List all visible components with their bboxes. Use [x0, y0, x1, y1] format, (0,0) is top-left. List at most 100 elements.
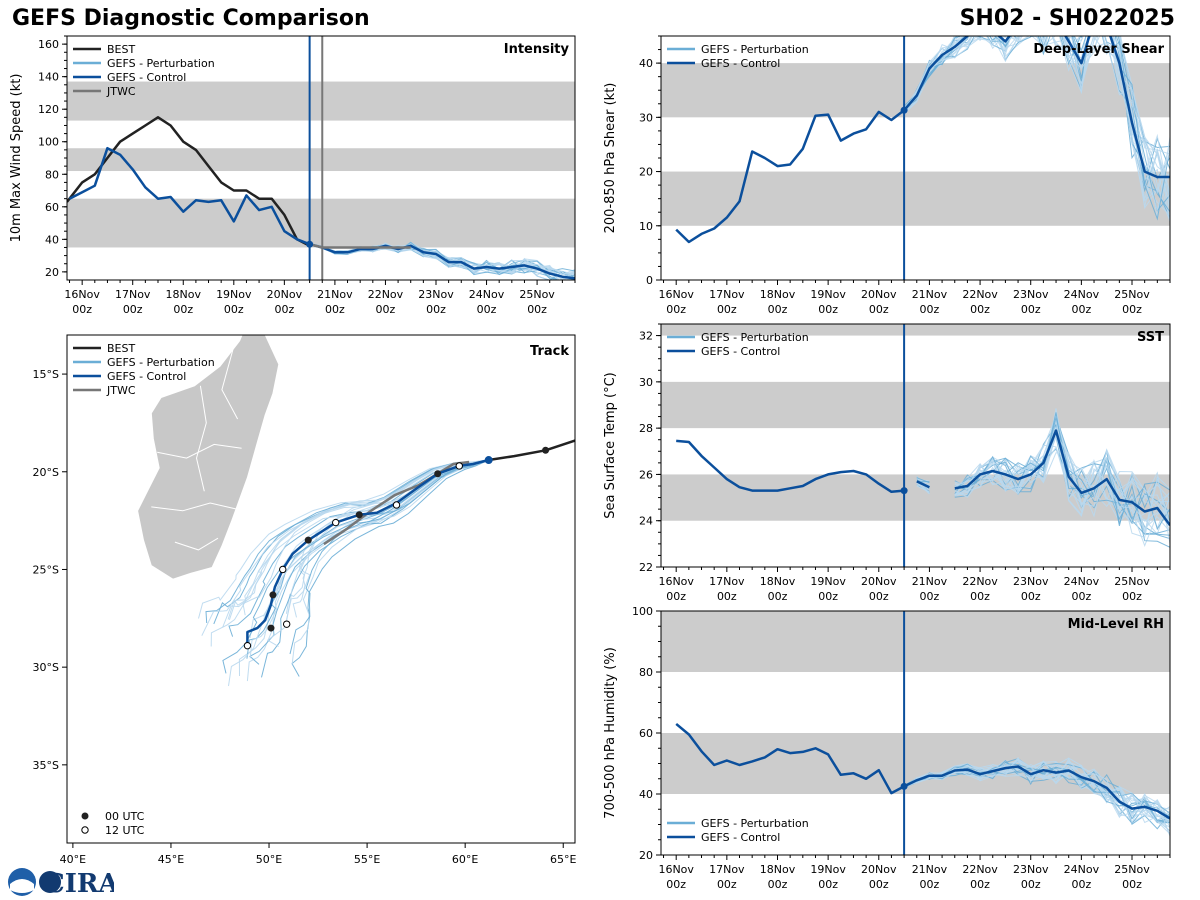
x-tick-label: 00z: [274, 303, 294, 316]
legend-label: GEFS - Perturbation: [701, 331, 809, 344]
x-tick-label: 19Nov: [810, 575, 846, 588]
x-tick-label: 16Nov: [658, 288, 694, 301]
x-tick-label: 19Nov: [810, 288, 846, 301]
perturbation-track: [222, 459, 489, 674]
utc12-marker: [455, 462, 463, 470]
x-tick-label: 50°E: [256, 853, 282, 866]
x-tick-label: 21Nov: [912, 863, 948, 876]
y-tick-label: 26: [639, 468, 653, 481]
utc12-marker: [332, 518, 340, 527]
y-axis-label: 700-500 hPa Humidity (%): [603, 647, 618, 819]
init-point-marker: [900, 487, 908, 495]
init-point-marker: [306, 240, 314, 248]
noaa-wave-icon: [10, 879, 34, 893]
perturbation-member-line: [916, 485, 930, 493]
province-border: [151, 502, 236, 512]
reference-band: [661, 381, 1170, 429]
control-line: [675, 722, 1170, 820]
legend-label: GEFS - Perturbation: [701, 817, 809, 830]
y-tick-label: 40: [639, 57, 653, 70]
x-tick-label: 00z: [1122, 590, 1142, 603]
utc00-marker: [434, 470, 442, 478]
legend-label: GEFS - Control: [701, 345, 780, 358]
perturbation-track: [291, 459, 489, 677]
x-tick-label: 19Nov: [810, 863, 846, 876]
x-tick-label: 18Nov: [166, 288, 202, 301]
legend-label: BEST: [107, 342, 135, 355]
y-tick-label: 25°S: [33, 563, 59, 576]
x-tick-label: 23Nov: [418, 288, 454, 301]
panel-shear: 16Nov 00z 17Nov 00z 18Nov 00z 19Nov 00z 20Nov 00z…: [603, 35, 1171, 316]
x-tick-label: 00z: [376, 303, 396, 316]
legend-label: 00 UTC: [105, 810, 145, 823]
x-tick-label: 00z: [477, 303, 497, 316]
y-tick-label: 28: [639, 422, 653, 435]
control-line: [916, 480, 930, 489]
legend-label: JTWC: [106, 384, 136, 397]
perturbation-track: [198, 459, 489, 619]
x-tick-label: 24Nov: [1064, 575, 1100, 588]
reference-band: [661, 324, 1170, 336]
x-tick-label: 65°E: [550, 853, 576, 866]
perturbation-member-line: [903, 36, 1170, 213]
y-tick-label: 10: [639, 220, 653, 233]
x-tick-label: 21Nov: [912, 575, 948, 588]
x-tick-label: 00z: [768, 590, 788, 603]
x-tick-label: 22Nov: [962, 288, 998, 301]
x-tick-label: 22Nov: [962, 863, 998, 876]
reference-band: [67, 198, 575, 248]
jtwc-track: [323, 460, 470, 546]
legend-label: GEFS - Perturbation: [701, 43, 809, 56]
x-tick-label: 25Nov: [519, 288, 555, 301]
perturbation-member-line: [954, 446, 1170, 534]
perturbation-member-line: [954, 433, 1170, 532]
perturbation-track: [227, 459, 489, 620]
perturbation-track: [291, 459, 489, 665]
x-tick-label: 45°E: [158, 853, 184, 866]
y-axis-label: 10m Max Wind Speed (kt): [9, 74, 24, 243]
x-tick-label: 00z: [717, 303, 737, 316]
x-tick-label: 00z: [1071, 303, 1091, 316]
logo-text: CIRA: [44, 869, 114, 898]
plot-area: [661, 36, 1170, 280]
panel-title: Mid-Level RH: [1068, 617, 1164, 632]
province-border: [174, 537, 219, 551]
utc00-marker: [304, 536, 312, 544]
y-tick-label: 120: [38, 103, 59, 116]
y-tick-label: 60: [45, 201, 59, 214]
legend-utc12-marker: [81, 826, 89, 834]
y-tick-label: 15°S: [33, 368, 59, 381]
x-tick-label: 19Nov: [216, 288, 252, 301]
legend-label: GEFS - Control: [107, 71, 186, 84]
x-tick-label: 20Nov: [861, 288, 897, 301]
reference-band: [67, 81, 575, 121]
x-tick-label: 00z: [818, 878, 838, 891]
perturbation-track: [289, 459, 489, 655]
best-track: [488, 439, 575, 462]
x-tick-label: 24Nov: [1064, 863, 1100, 876]
perturbation-track: [249, 459, 489, 639]
x-tick-label: 00z: [717, 590, 737, 603]
x-tick-label: 00z: [869, 878, 889, 891]
x-tick-label: 21Nov: [317, 288, 353, 301]
y-axis-label: Sea Surface Temp (°C): [603, 372, 618, 519]
y-tick-label: 24: [639, 515, 653, 528]
globe-icon: [39, 871, 61, 893]
init-position-marker: [484, 456, 493, 465]
reference-band: [67, 148, 575, 172]
x-tick-label: 23Nov: [1013, 863, 1049, 876]
madagascar-landmass: [137, 335, 280, 580]
perturbation-member-line: [916, 482, 930, 495]
x-tick-label: 24Nov: [469, 288, 505, 301]
perturbation-track: [222, 459, 489, 628]
y-tick-label: 80: [45, 168, 59, 181]
y-tick-label: 32: [639, 330, 653, 343]
x-tick-label: 00z: [768, 878, 788, 891]
utc12-marker: [243, 641, 252, 650]
perturbation-track: [201, 459, 489, 636]
perturbation-member-line: [903, 36, 1170, 219]
utc00-marker: [542, 446, 550, 454]
x-tick-label: 16Nov: [64, 288, 100, 301]
legend-label: GEFS - Control: [701, 57, 780, 70]
x-tick-label: 22Nov: [368, 288, 404, 301]
